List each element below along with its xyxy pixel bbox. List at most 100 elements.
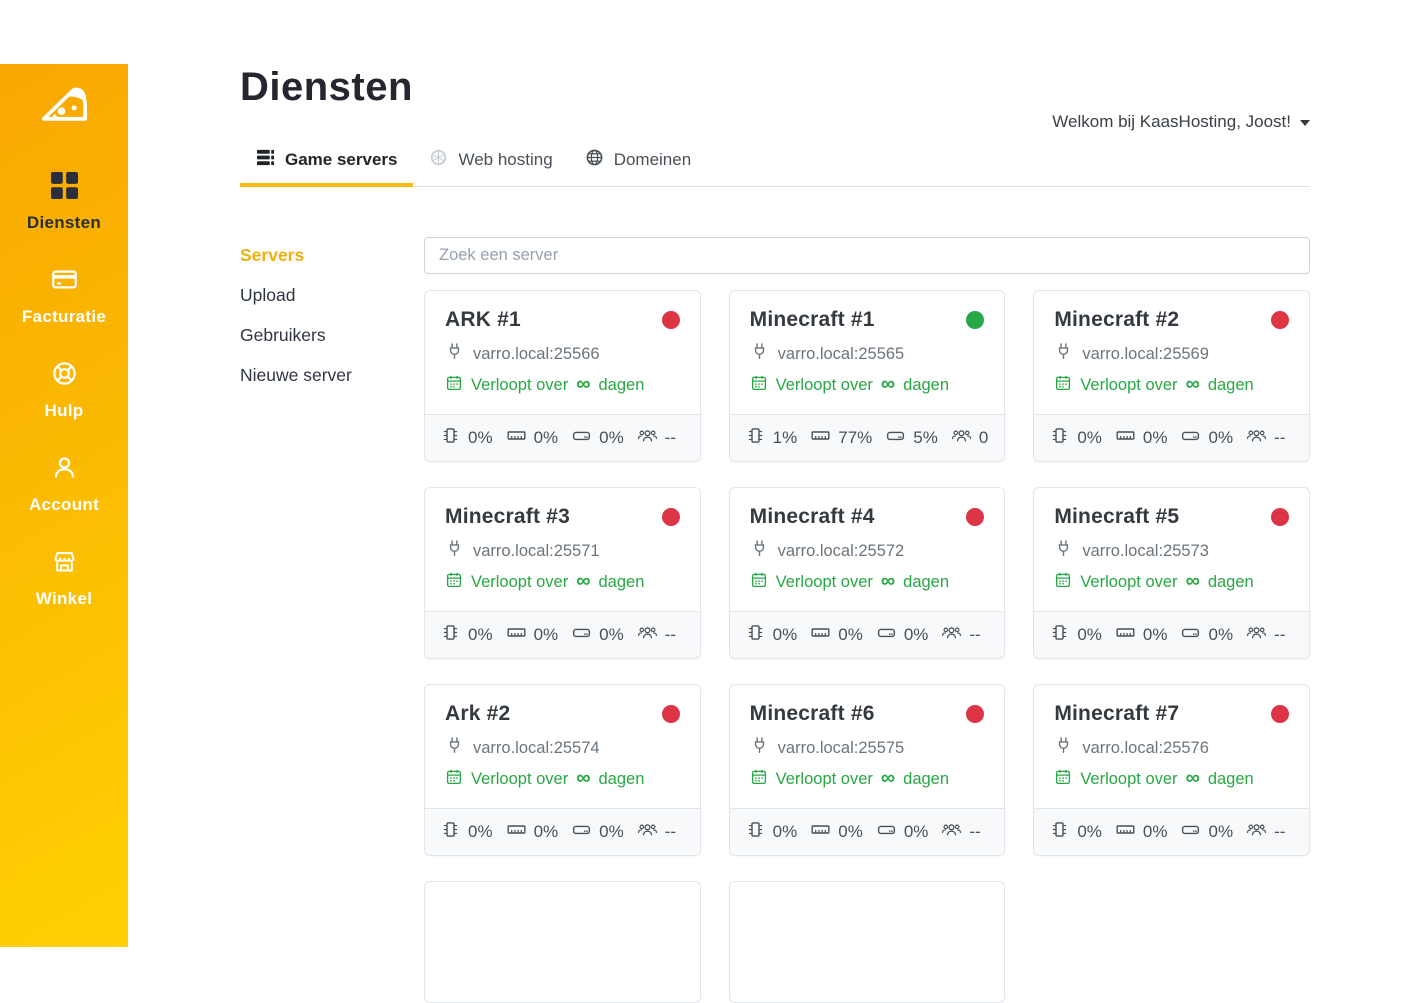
search-input[interactable] bbox=[424, 237, 1310, 274]
server-address: varro.local:25571 bbox=[445, 540, 680, 562]
stat-disk: 0% bbox=[876, 622, 928, 648]
stat-players: 0 bbox=[951, 425, 988, 451]
host-text: varro.local:25566 bbox=[473, 344, 600, 363]
server-card[interactable]: Minecraft #2 varro.local:25569 bbox=[1033, 290, 1310, 462]
sidebar-item-diensten[interactable]: Diensten bbox=[0, 172, 128, 233]
status-dot bbox=[1270, 508, 1289, 526]
subnav-item-servers[interactable]: Servers bbox=[240, 245, 305, 265]
disk-icon bbox=[876, 622, 897, 648]
infinity-icon: ∞ bbox=[1185, 570, 1200, 592]
ram-icon bbox=[1115, 425, 1136, 451]
expiry-suffix: dagen bbox=[598, 769, 645, 788]
cpu-chip-icon bbox=[745, 622, 766, 648]
card-stats: 0% 0% 0% bbox=[1034, 808, 1309, 855]
expiry-text: Verloopt over ∞ dagen bbox=[445, 571, 680, 593]
disk-icon bbox=[1180, 622, 1201, 648]
subnav: Servers Upload Gebruikers Nieuwe server bbox=[240, 237, 424, 1003]
status-dot bbox=[1270, 311, 1289, 329]
ram-value: 0% bbox=[1142, 822, 1168, 841]
server-card[interactable]: Minecraft #6 varro.local:25575 bbox=[728, 684, 1006, 856]
server-card[interactable]: Minecraft #1 varro.local:25565 bbox=[728, 290, 1006, 462]
cpu-value: 0% bbox=[1077, 428, 1102, 447]
stat-ram: 77% bbox=[810, 425, 872, 451]
disk-icon bbox=[571, 622, 592, 648]
infinity-icon: ∞ bbox=[880, 373, 896, 395]
tab-game-servers[interactable]: Game servers bbox=[240, 138, 414, 187]
stat-disk: 0% bbox=[571, 622, 624, 648]
server-card[interactable]: Minecraft #7 varro.local:25576 bbox=[1033, 684, 1310, 856]
card-stats: 1% 77% 5% bbox=[729, 414, 1005, 461]
server-address: varro.local:25576 bbox=[1054, 737, 1289, 759]
disk-value: 0% bbox=[1208, 822, 1234, 841]
players-icon bbox=[951, 425, 972, 451]
players-icon bbox=[1246, 819, 1267, 845]
cpu-chip-icon bbox=[1049, 425, 1070, 451]
disk-value: 0% bbox=[903, 822, 929, 841]
stat-cpu: 0% bbox=[440, 819, 493, 845]
stat-cpu: 1% bbox=[745, 425, 798, 451]
players-icon bbox=[637, 622, 658, 648]
sidebar-item-hulp[interactable]: Hulp bbox=[0, 360, 128, 421]
server-name: Minecraft #4 bbox=[749, 505, 875, 528]
server-card[interactable]: Minecraft #4 varro.local:25572 bbox=[728, 487, 1006, 659]
expiry-suffix: dagen bbox=[1207, 375, 1254, 394]
sidebar-item-label: Diensten bbox=[26, 213, 102, 232]
stat-disk: 0% bbox=[1180, 622, 1233, 648]
disk-value: 5% bbox=[913, 428, 938, 447]
infinity-icon: ∞ bbox=[1185, 767, 1200, 789]
cpu-value: 0% bbox=[772, 625, 798, 644]
subnav-item-upload[interactable]: Upload bbox=[240, 285, 296, 305]
sidebar-item-account[interactable]: Account bbox=[0, 454, 128, 515]
expiry-suffix: dagen bbox=[1207, 769, 1254, 788]
server-name: Minecraft #3 bbox=[445, 505, 570, 528]
ram-icon bbox=[1115, 622, 1136, 648]
sidebar-item-winkel[interactable]: Winkel bbox=[0, 548, 128, 609]
subnav-item-nieuwe-server[interactable]: Nieuwe server bbox=[240, 365, 352, 385]
infinity-icon: ∞ bbox=[576, 767, 591, 789]
tab-domeinen[interactable]: Domeinen bbox=[569, 138, 708, 186]
server-name: Minecraft #7 bbox=[1054, 702, 1180, 725]
sidebar-item-facturatie[interactable]: Facturatie bbox=[0, 266, 128, 327]
ram-value: 0% bbox=[533, 428, 559, 447]
stat-cpu: 0% bbox=[1049, 622, 1102, 648]
cpu-value: 1% bbox=[772, 428, 798, 447]
expiry-suffix: dagen bbox=[903, 375, 950, 394]
stat-players: -- bbox=[637, 819, 676, 845]
expiry-suffix: dagen bbox=[598, 375, 645, 394]
stat-cpu: 0% bbox=[440, 622, 493, 648]
expiry-text: Verloopt over ∞ dagen bbox=[750, 374, 985, 396]
server-address: varro.local:25575 bbox=[750, 737, 985, 759]
stat-ram: 0% bbox=[1115, 819, 1168, 845]
sidebar-logo[interactable] bbox=[31, 80, 97, 134]
cpu-chip-icon bbox=[440, 425, 461, 451]
calendar-icon bbox=[445, 768, 463, 791]
ram-icon bbox=[810, 819, 831, 845]
card-stats: 0% 0% 0% bbox=[729, 611, 1005, 658]
expiry-suffix: dagen bbox=[903, 572, 950, 591]
expiry-prefix: Verloopt over bbox=[775, 769, 873, 788]
server-card[interactable]: Ark #2 varro.local:25574 bbox=[424, 684, 701, 856]
stat-ram: 0% bbox=[1115, 622, 1167, 648]
ram-icon bbox=[810, 425, 831, 451]
tab-label: Web hosting bbox=[458, 150, 553, 169]
stat-disk: 0% bbox=[571, 819, 624, 845]
tab-web-hosting[interactable]: Web hosting bbox=[413, 138, 568, 186]
server-card-partial bbox=[424, 881, 701, 1003]
server-card[interactable]: Minecraft #5 varro.local:25573 bbox=[1033, 487, 1310, 659]
infinity-icon: ∞ bbox=[880, 767, 896, 789]
user-menu[interactable]: Welkom bij KaasHosting, Joost! bbox=[1052, 112, 1310, 132]
host-text: varro.local:25574 bbox=[473, 738, 600, 757]
expiry-prefix: Verloopt over bbox=[471, 572, 569, 591]
cpu-chip-icon bbox=[1049, 622, 1070, 648]
card-body: Minecraft #5 varro.local:25573 bbox=[1034, 488, 1309, 611]
sidebar-item-label: Facturatie bbox=[21, 307, 107, 326]
players-value: -- bbox=[1274, 428, 1286, 447]
status-dot bbox=[966, 508, 985, 526]
status-dot bbox=[661, 705, 680, 723]
welcome-text: Welkom bij KaasHosting, Joost! bbox=[1052, 112, 1291, 131]
server-card[interactable]: Minecraft #3 varro.local:25571 bbox=[424, 487, 701, 659]
server-card[interactable]: ARK #1 varro.local:25566 bbox=[424, 290, 701, 462]
server-address: varro.local:25565 bbox=[750, 343, 985, 365]
plug-icon bbox=[1054, 736, 1073, 760]
subnav-item-gebruikers[interactable]: Gebruikers bbox=[240, 325, 326, 345]
